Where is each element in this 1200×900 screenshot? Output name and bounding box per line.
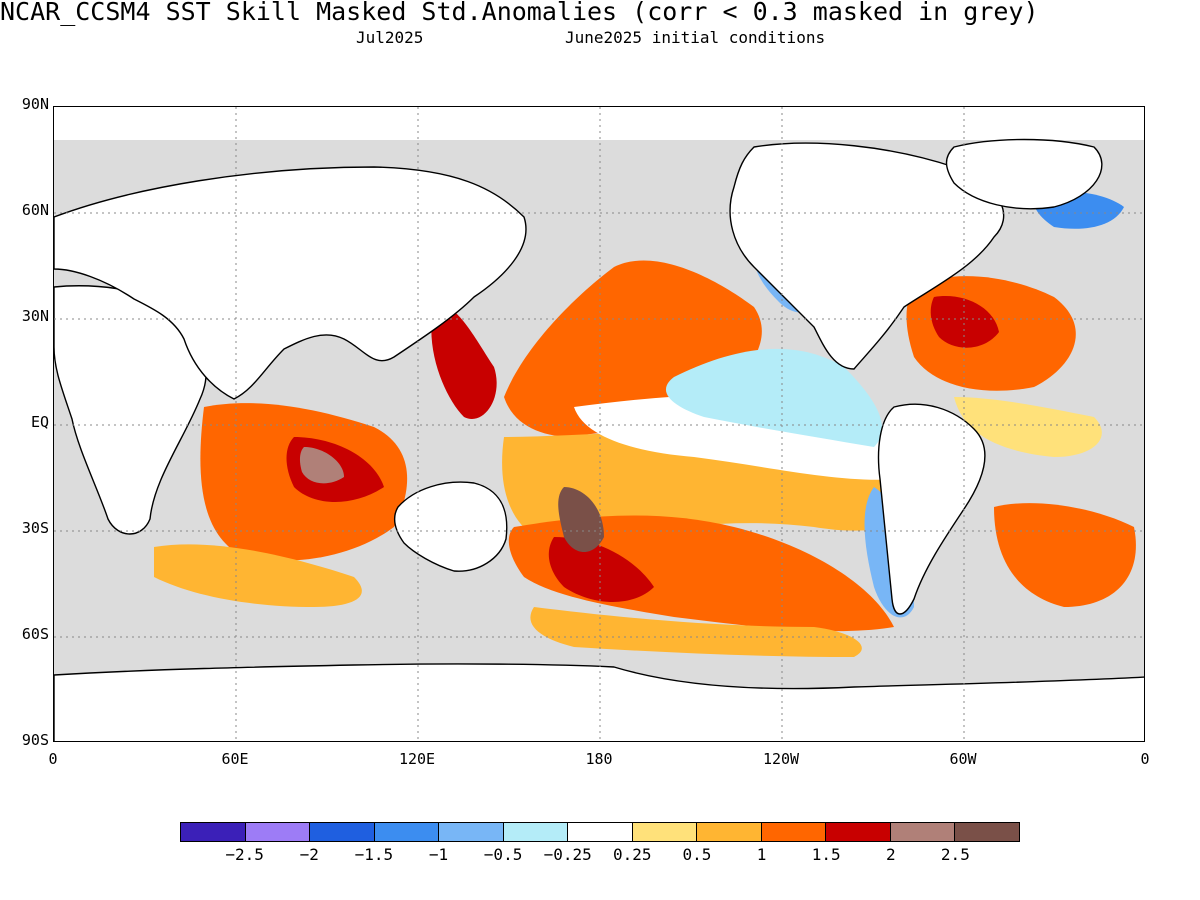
colorbar-swatch	[568, 823, 633, 841]
colorbar-swatch	[181, 823, 246, 841]
lat-tick-30n: 30N	[21, 307, 49, 325]
south-america-land	[877, 403, 986, 615]
sst-anomaly-map	[53, 106, 1145, 742]
chart-title: NCAR_CCSM4 SST Skill Masked Std.Anomalie…	[0, 0, 1039, 26]
east-pacific-cool-tongue	[665, 348, 883, 447]
lat-tick-90n: 90N	[21, 95, 49, 113]
colorbar-tick-label: −1	[428, 845, 449, 864]
south-pacific-hot-core	[548, 537, 654, 602]
colorbar-tick-label: −2.5	[225, 845, 264, 864]
colorbar-swatch	[632, 823, 698, 841]
lat-tick-60n: 60N	[21, 201, 49, 219]
map-canvas	[54, 107, 1144, 741]
southern-ocean-warm-band	[530, 607, 862, 657]
lat-tick-60s: 60S	[21, 625, 49, 643]
antarctica-land	[54, 663, 1144, 741]
south-pacific-warm-band	[508, 515, 894, 632]
colorbar-tick-label: 0.25	[613, 845, 652, 864]
lat-tick-90s: 90S	[21, 731, 49, 749]
colorbar-legend	[180, 822, 1020, 842]
colorbar-swatch	[761, 823, 827, 841]
colorbar-tick-label: 1	[756, 845, 767, 864]
colorbar-swatch	[439, 823, 504, 841]
lon-tick-180: 180	[585, 750, 613, 768]
colorbar-swatch	[374, 823, 440, 841]
lon-tick-60w: 60W	[949, 750, 977, 768]
initial-conditions-label: June2025 initial conditions	[565, 28, 826, 47]
lat-tick-30s: 30S	[21, 519, 49, 537]
colorbar-swatch	[826, 823, 891, 841]
australia-land	[393, 481, 508, 572]
lon-tick-0-east: 0	[1140, 750, 1150, 768]
south-pacific-extreme-core	[558, 487, 604, 552]
colorbar-tick-label: 2	[885, 845, 896, 864]
colorbar-tick-label: −0.25	[543, 845, 592, 864]
lat-tick-eq: EQ	[30, 413, 49, 431]
colorbar-swatch	[503, 823, 569, 841]
lon-tick-60e: 60E	[221, 750, 249, 768]
colorbar-swatch	[310, 823, 375, 841]
lon-tick-120w: 120W	[762, 750, 800, 768]
greenland-land	[945, 138, 1103, 210]
lon-tick-0: 0	[48, 750, 58, 768]
graticule	[54, 107, 1144, 741]
colorbar-tick-label: 0.5	[682, 845, 712, 864]
north-atlantic-hot-core	[930, 296, 999, 348]
valid-month-label: Jul2025	[356, 28, 424, 47]
colorbar-swatch	[890, 823, 956, 841]
indian-ocean-extreme-core	[299, 447, 344, 484]
colorbar-tick-label: −0.5	[483, 845, 523, 864]
colorbar-swatch	[245, 823, 311, 841]
south-atlantic-warm	[994, 503, 1136, 607]
tropical-atlantic-neutral	[954, 397, 1102, 457]
southern-indian-warm	[154, 544, 362, 607]
colorbar-tick-label: −2	[299, 845, 319, 864]
lon-tick-120e: 120E	[398, 750, 436, 768]
colorbar-swatch	[955, 823, 1019, 841]
colorbar-tick-label: 1.5	[811, 845, 841, 864]
colorbar-swatch	[697, 823, 762, 841]
colorbar-tick-label: 2.5	[940, 845, 970, 864]
kuroshio-warm-core	[431, 305, 497, 419]
colorbar-tick-label: −1.5	[354, 845, 394, 864]
eurasia-land	[54, 166, 527, 400]
